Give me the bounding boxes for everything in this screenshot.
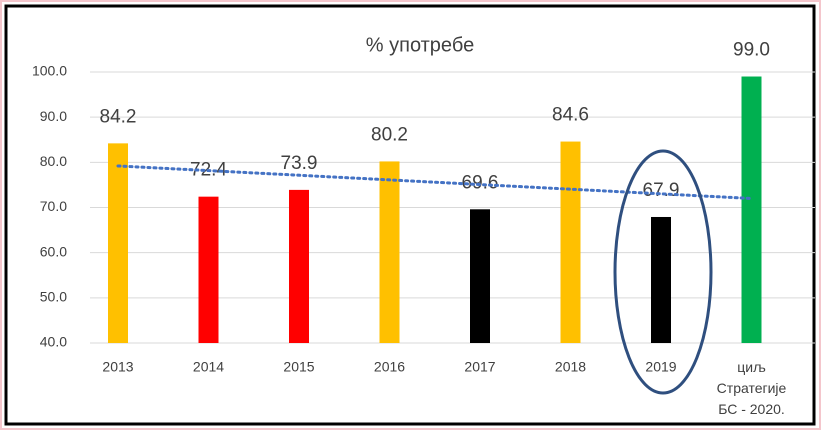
bar — [289, 189, 309, 343]
trendline — [116, 164, 753, 200]
y-tick-label: 100.0 — [32, 63, 67, 79]
data-label: 99.0 — [733, 40, 770, 61]
y-tick-label: 50.0 — [40, 289, 67, 305]
data-label: 67.9 — [643, 180, 680, 201]
y-tick-label: 70.0 — [40, 198, 67, 214]
x-tick-label: 2019 — [645, 359, 676, 375]
y-tick-label: 40.0 — [40, 334, 67, 350]
chart-frame — [4, 4, 816, 426]
bar — [108, 143, 128, 343]
y-tick-label: 60.0 — [40, 243, 67, 259]
x-tick-label: 2015 — [283, 359, 314, 375]
bar — [198, 196, 219, 343]
x-tick-label: 2017 — [464, 359, 495, 375]
y-tick-label: 90.0 — [40, 108, 67, 124]
bar — [560, 141, 581, 343]
bar — [741, 76, 762, 344]
x-tick-label: 2013 — [102, 359, 133, 375]
data-label: 84.2 — [100, 106, 137, 127]
data-label: 69.6 — [462, 172, 499, 193]
data-label: 84.6 — [552, 105, 589, 126]
data-label: 73.9 — [281, 153, 318, 174]
chart-title: % употребе — [366, 34, 474, 56]
highlight-ellipse — [613, 149, 713, 395]
bar — [651, 216, 671, 343]
x-tick-label: 2014 — [193, 359, 224, 375]
data-label: 80.2 — [371, 124, 408, 145]
x-tick-label: 2018 — [555, 359, 586, 375]
bar — [379, 161, 400, 343]
x-tick-label: циљ Стратегије БС - 2020. — [717, 359, 787, 417]
x-tick-label: 2016 — [374, 359, 405, 375]
bar — [470, 209, 490, 343]
y-tick-label: 80.0 — [40, 153, 67, 169]
